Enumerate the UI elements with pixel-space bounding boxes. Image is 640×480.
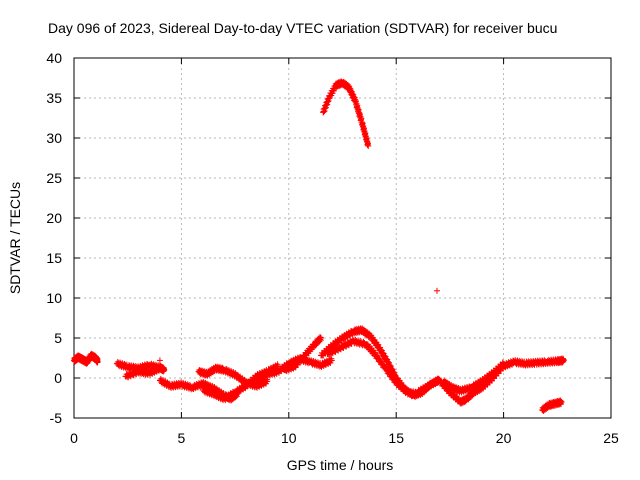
series-arc-8	[281, 334, 325, 375]
series-arc-3	[122, 364, 163, 381]
series-arc-10	[324, 336, 421, 399]
data-point	[434, 287, 441, 294]
series-arc-14	[434, 287, 441, 294]
series-trace-arc-15	[539, 397, 565, 414]
y-tick-label: 35	[46, 90, 62, 106]
chart-title: Day 096 of 2023, Sidereal Day-to-day VTE…	[48, 20, 557, 36]
y-tick-label: 5	[54, 330, 62, 346]
y-tick-label: 0	[54, 370, 62, 386]
series-trace-arc-3	[123, 364, 163, 381]
x-axis-title: GPS time / hours	[287, 457, 394, 473]
series-trace-arc-10	[325, 336, 421, 399]
grid	[74, 58, 611, 418]
y-tick-label: 20	[46, 210, 62, 226]
series-trace-arc-12	[415, 355, 567, 407]
series-arc-1	[71, 350, 101, 367]
series-trace-arc-13	[440, 359, 507, 396]
data-marks	[71, 78, 567, 414]
y-tick-label: 30	[46, 130, 62, 146]
y-axis-title: SDTVAR / TECUs	[7, 182, 23, 294]
y-tick-label: 40	[46, 50, 62, 66]
series-trace-arc-1	[71, 350, 101, 367]
plot-frame	[73, 57, 612, 419]
data-point	[156, 357, 163, 364]
y-tick-label: 25	[46, 170, 62, 186]
x-tick-label: 0	[70, 430, 78, 446]
x-tick-label: 5	[178, 430, 186, 446]
series-trace-arc-8	[281, 334, 324, 375]
series-arc-12	[414, 355, 567, 407]
axis-ticks	[73, 57, 612, 419]
x-tick-label: 15	[388, 430, 404, 446]
series-arc-13	[440, 359, 507, 396]
x-tick-labels: 0 5 10 15 20 25	[70, 430, 619, 446]
series-arc-11	[320, 78, 372, 149]
series-arc-16	[156, 357, 163, 364]
y-tick-label: -5	[50, 410, 63, 426]
series-trace-arc-6	[200, 361, 281, 404]
series-arc-6	[199, 361, 282, 404]
series-arc-15	[539, 397, 565, 414]
x-tick-label: 10	[281, 430, 297, 446]
series-trace-arc-11	[320, 78, 372, 148]
y-tick-label: 10	[46, 290, 62, 306]
x-tick-label: 25	[603, 430, 619, 446]
y-tick-label: 15	[46, 250, 62, 266]
x-tick-label: 20	[496, 430, 512, 446]
y-tick-labels: -5 0 5 10 15 20 25 30 35 40	[46, 50, 62, 426]
